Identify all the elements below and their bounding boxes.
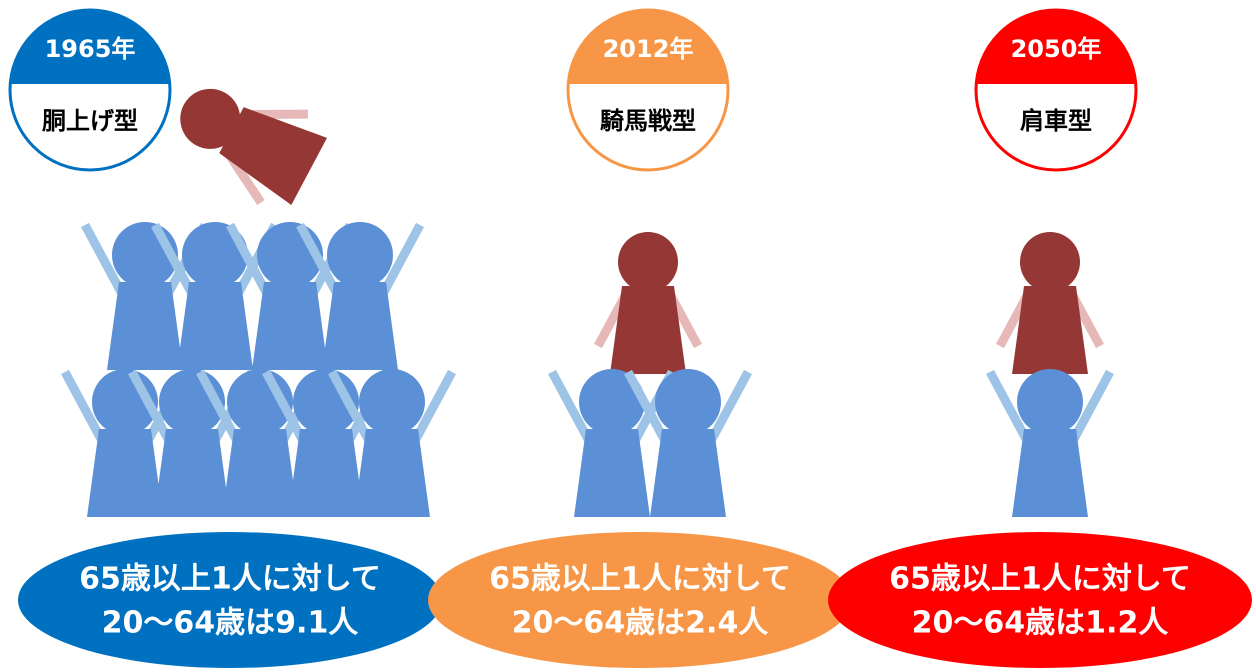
elder-tilted bbox=[180, 88, 327, 206]
person bbox=[296, 222, 424, 370]
caption-bubble bbox=[828, 532, 1252, 668]
caption-line: 20～64歳は2.4人 bbox=[512, 606, 769, 641]
head bbox=[655, 369, 721, 435]
year: 2050年 bbox=[1011, 35, 1102, 63]
person bbox=[328, 369, 456, 517]
head bbox=[182, 222, 248, 288]
badge-ring bbox=[8, 8, 172, 172]
caption-line: 20～64歳は1.2人 bbox=[912, 606, 1169, 641]
body bbox=[219, 107, 327, 206]
arm bbox=[624, 369, 668, 442]
body bbox=[252, 282, 328, 370]
arm bbox=[226, 222, 270, 295]
arm bbox=[151, 222, 195, 295]
caption-line: 65歳以上1人に対して bbox=[79, 562, 381, 597]
year: 1965年 bbox=[45, 35, 136, 63]
head bbox=[1020, 232, 1080, 292]
person bbox=[624, 369, 752, 517]
style-label: 騎馬戦型 bbox=[600, 107, 696, 135]
arm bbox=[548, 369, 592, 442]
caption-line: 20～64歳は9.1人 bbox=[102, 606, 359, 641]
body bbox=[87, 429, 163, 517]
arm bbox=[262, 369, 306, 442]
person bbox=[180, 88, 327, 206]
arm bbox=[61, 369, 105, 442]
style-label: 胴上げ型 bbox=[42, 107, 138, 135]
year: 2012年 bbox=[603, 35, 694, 63]
body bbox=[322, 282, 398, 370]
person bbox=[986, 369, 1114, 517]
person bbox=[548, 369, 676, 517]
caption-line: 65歳以上1人に対して bbox=[489, 562, 791, 597]
body bbox=[222, 429, 298, 517]
body bbox=[154, 429, 230, 517]
badge-ring bbox=[566, 8, 730, 172]
head bbox=[1017, 369, 1083, 435]
arm bbox=[128, 369, 172, 442]
head bbox=[327, 222, 393, 288]
arm bbox=[986, 369, 1030, 442]
body bbox=[574, 429, 650, 517]
arm bbox=[708, 369, 752, 442]
body bbox=[177, 282, 253, 370]
arm bbox=[412, 369, 456, 442]
body bbox=[1012, 286, 1088, 374]
badge-ring bbox=[974, 8, 1138, 172]
caption-line: 65歳以上1人に対して bbox=[889, 562, 1191, 597]
body bbox=[354, 429, 430, 517]
person bbox=[81, 222, 209, 370]
body bbox=[1012, 429, 1088, 517]
arm bbox=[81, 222, 125, 295]
person bbox=[594, 232, 702, 374]
body bbox=[288, 429, 364, 517]
arm bbox=[328, 369, 372, 442]
style-label: 肩車型 bbox=[1020, 107, 1092, 135]
head bbox=[579, 369, 645, 435]
body bbox=[610, 286, 686, 374]
arm bbox=[196, 369, 240, 442]
head bbox=[618, 232, 678, 292]
person bbox=[996, 232, 1104, 374]
caption-bubble bbox=[18, 532, 442, 668]
arm bbox=[1070, 369, 1114, 442]
arm bbox=[380, 222, 424, 295]
body bbox=[107, 282, 183, 370]
person bbox=[151, 222, 279, 370]
head bbox=[359, 369, 425, 435]
arm bbox=[296, 222, 340, 295]
caption-bubble bbox=[428, 532, 852, 668]
body bbox=[650, 429, 726, 517]
head bbox=[180, 88, 241, 149]
